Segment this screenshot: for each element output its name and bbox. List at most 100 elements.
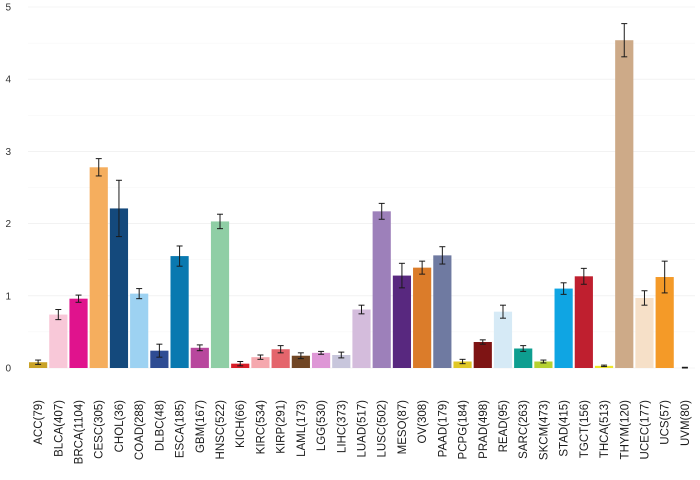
x-tick-label: LUAD(517) — [357, 400, 369, 458]
x-tick-label: PCPG(184) — [458, 400, 470, 460]
bar — [514, 348, 533, 368]
bar — [89, 167, 108, 368]
y-tick-label: 1 — [5, 291, 11, 302]
bar — [493, 311, 513, 368]
y-tick-label: 3 — [5, 147, 11, 158]
bar — [433, 255, 452, 368]
y-tick-label: 2 — [5, 219, 11, 230]
error-bar — [217, 213, 224, 230]
bar — [554, 288, 573, 368]
error-bar — [479, 339, 486, 345]
x-tick-label: GBM(167) — [195, 400, 207, 453]
x-tick-label: BLCA(407) — [53, 400, 65, 457]
error-bar — [75, 294, 82, 303]
bar — [372, 211, 391, 368]
error-bar — [520, 345, 527, 352]
x-tick-label: LAML(173) — [296, 400, 308, 457]
x-tick-label: LIHC(373) — [336, 400, 348, 453]
x-tick-label: MESO(87) — [397, 400, 409, 454]
bar — [271, 349, 290, 368]
error-bar — [601, 364, 608, 368]
error-bar — [237, 361, 244, 367]
x-tick-label: UCS(57) — [660, 400, 672, 445]
x-tick-label: ESCA(185) — [175, 400, 187, 458]
error-bar — [580, 267, 587, 285]
error-bar — [318, 350, 325, 355]
error-bar — [176, 245, 183, 267]
bar — [534, 361, 553, 368]
bar — [453, 361, 472, 368]
bar — [69, 298, 88, 368]
error-bar — [621, 23, 628, 58]
error-bar — [338, 351, 345, 359]
error-bar — [297, 352, 304, 360]
bar — [251, 357, 270, 368]
error-bar — [277, 345, 284, 354]
x-tick-label: KICH(66) — [235, 400, 247, 448]
bars — [29, 40, 674, 368]
bar — [352, 309, 371, 368]
bar — [574, 276, 593, 368]
x-tick-label: TGCT(156) — [579, 400, 591, 458]
x-tick-label: COAD(288) — [134, 400, 146, 460]
bar — [635, 297, 654, 368]
error-bar — [136, 288, 143, 300]
y-tick-label: 4 — [5, 75, 11, 86]
x-tick-label: KIRC(534) — [255, 400, 267, 454]
x-tick-label: SKCM(473) — [538, 400, 550, 460]
bar — [311, 352, 331, 368]
bar — [190, 347, 209, 368]
bar — [170, 256, 189, 368]
error-bar — [358, 304, 365, 315]
bar — [615, 40, 634, 368]
x-tick-label: THCA(513) — [599, 400, 611, 458]
x-tick-label: KIRP(291) — [276, 400, 288, 454]
error-bar — [196, 344, 203, 352]
x-axis-labels: ACC(79) BLCA(407) BRCA(1104) CESC(305) CHOL(… — [33, 400, 692, 465]
error-bar — [419, 260, 426, 275]
error-bar — [661, 260, 668, 294]
error-bar — [378, 202, 385, 220]
y-axis-ticks: 0 1 2 3 4 5 — [5, 3, 11, 375]
x-tick-label: READ(95) — [498, 400, 510, 453]
error-bar — [95, 158, 102, 177]
x-tick-label: UVM(80) — [680, 400, 692, 446]
x-tick-label: ACC(79) — [33, 400, 45, 445]
x-tick-label: STAD(415) — [559, 400, 571, 457]
x-tick-label: LGG(530) — [316, 400, 328, 451]
error-bar — [398, 262, 405, 289]
bar — [49, 314, 68, 368]
bar — [150, 350, 169, 368]
error-bar — [156, 343, 163, 358]
error-bar — [459, 358, 466, 365]
x-tick-label: THYM(120) — [619, 400, 631, 460]
x-tick-label: CHOL(36) — [114, 400, 126, 453]
x-tick-label: DLBC(48) — [154, 400, 166, 451]
bar — [130, 293, 149, 368]
error-bar — [499, 304, 506, 319]
error-bar — [257, 354, 264, 360]
x-tick-label: LUSC(502) — [377, 400, 389, 458]
x-tick-label: UCEC(177) — [639, 400, 651, 460]
bar — [332, 355, 351, 368]
error-bar — [681, 366, 688, 369]
bar — [655, 277, 674, 368]
x-tick-label: PAAD(179) — [437, 400, 449, 457]
bar — [210, 221, 230, 368]
x-tick-label: PRAD(498) — [478, 400, 490, 459]
x-tick-label: BRCA(1104) — [74, 400, 86, 465]
error-bar — [540, 359, 547, 364]
x-tick-label: SARC(263) — [518, 400, 530, 459]
bar — [109, 208, 129, 368]
error-bars — [35, 23, 688, 369]
bar — [392, 275, 412, 368]
x-tick-label: CESC(305) — [94, 400, 106, 459]
error-bar — [560, 282, 567, 295]
y-tick-label: 0 — [5, 364, 11, 375]
error-bar — [55, 309, 62, 321]
error-bar — [439, 246, 446, 265]
error-bar — [35, 359, 42, 365]
bar — [413, 267, 432, 368]
x-tick-label: HNSC(522) — [215, 400, 227, 460]
